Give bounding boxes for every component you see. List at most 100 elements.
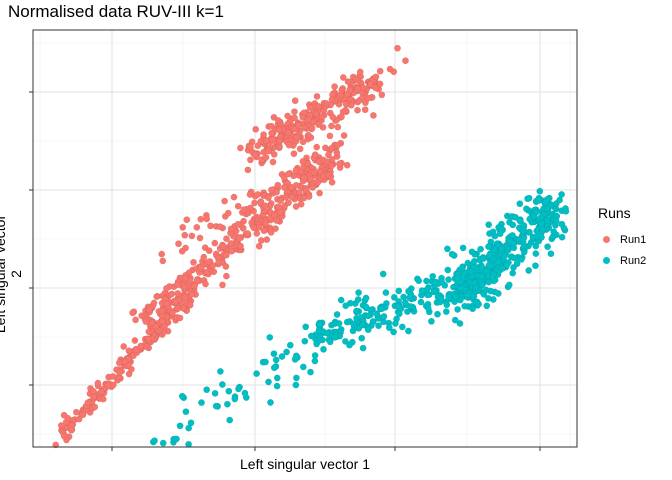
data-point-run2 [509, 231, 516, 239]
data-point-run1 [145, 328, 153, 336]
data-point-run1 [347, 101, 355, 109]
data-point-run1 [376, 67, 384, 75]
data-point-run2 [404, 327, 412, 335]
data-point-run2 [442, 308, 450, 315]
data-point-run1 [327, 162, 335, 170]
data-point-run1 [274, 117, 282, 124]
data-point-run2 [453, 274, 461, 281]
data-point-run2 [505, 281, 513, 289]
data-point-run2 [434, 293, 442, 301]
legend-label-run2: Run2 [620, 254, 647, 267]
data-point-run1 [240, 206, 248, 214]
data-point-run2 [292, 381, 300, 389]
data-point-run1 [168, 309, 176, 317]
data-point-run2 [424, 304, 432, 312]
data-point-run2 [558, 233, 566, 241]
data-point-run1 [219, 281, 226, 289]
data-point-run2 [337, 296, 345, 304]
data-point-run1 [174, 289, 182, 297]
data-point-run2 [291, 355, 299, 363]
data-point-run2 [375, 322, 382, 330]
data-point-run1 [339, 74, 347, 81]
data-point-run2 [418, 287, 426, 294]
data-point-run2 [358, 334, 366, 342]
data-point-run1 [193, 277, 201, 285]
data-point-run2 [478, 281, 486, 289]
data-point-run2 [182, 408, 190, 416]
legend-item-run1: Run1 [598, 229, 646, 250]
data-point-run1 [222, 251, 230, 259]
data-point-run2 [307, 332, 315, 340]
data-point-run2 [301, 337, 309, 345]
data-point-run2 [211, 389, 219, 397]
data-point-run1 [285, 199, 292, 207]
series-run1 [52, 44, 409, 449]
data-point-run2 [385, 324, 393, 332]
data-point-run2 [343, 318, 351, 326]
data-point-run1 [285, 141, 293, 149]
data-point-run2 [335, 320, 343, 327]
data-point-run2 [283, 348, 290, 356]
legend-key-run1 [598, 231, 615, 248]
data-point-run1 [315, 102, 322, 110]
data-point-run1 [109, 372, 117, 380]
data-point-run1 [131, 337, 139, 344]
data-point-run1 [284, 129, 292, 137]
data-point-run1 [338, 87, 346, 95]
data-point-run2 [475, 300, 482, 308]
data-point-run1 [344, 78, 352, 86]
data-point-run1 [97, 388, 105, 396]
data-point-run1 [183, 216, 191, 224]
data-point-run1 [120, 343, 128, 350]
data-point-run1 [291, 114, 298, 122]
data-point-run2 [253, 370, 261, 377]
data-point-run1 [67, 426, 75, 434]
data-point-run1 [386, 65, 394, 73]
data-point-run1 [290, 150, 298, 158]
data-point-run1 [191, 282, 198, 290]
data-point-run2 [485, 243, 492, 251]
data-point-run1 [299, 158, 307, 165]
data-point-run2 [443, 245, 451, 253]
data-point-run2 [262, 358, 269, 366]
data-point-run1 [394, 44, 401, 52]
data-point-run1 [179, 304, 187, 312]
data-point-run2 [407, 302, 414, 310]
data-point-run1 [262, 137, 270, 145]
data-point-run2 [537, 220, 545, 227]
data-point-run1 [263, 236, 271, 244]
data-point-run1 [277, 197, 284, 204]
data-point-run1 [236, 144, 244, 152]
data-point-run2 [390, 293, 398, 301]
data-point-run1 [361, 106, 369, 114]
data-point-run1 [158, 250, 166, 258]
data-point-run2 [378, 305, 386, 312]
legend-label-run1: Run1 [620, 233, 647, 246]
data-point-run2 [373, 310, 381, 318]
data-point-run2 [427, 317, 435, 325]
data-point-run1 [181, 294, 189, 302]
data-point-run1 [260, 227, 268, 235]
data-point-run2 [509, 221, 517, 229]
data-point-run1 [251, 199, 258, 207]
data-point-run2 [477, 245, 484, 253]
data-point-run1 [197, 215, 205, 223]
data-point-run1 [72, 408, 80, 416]
data-point-run2 [519, 238, 527, 246]
data-point-run2 [542, 199, 550, 207]
data-point-run2 [552, 205, 560, 213]
data-point-run1 [79, 411, 87, 419]
data-point-run1 [187, 290, 195, 298]
data-point-run1 [343, 90, 351, 98]
data-point-run1 [275, 126, 283, 134]
data-point-run2 [536, 187, 544, 195]
data-point-run1 [251, 151, 259, 158]
data-point-run2 [483, 302, 491, 310]
data-point-run2 [364, 326, 372, 334]
data-point-run1 [175, 240, 182, 248]
data-point-run1 [313, 143, 321, 151]
data-point-run2 [216, 367, 224, 375]
data-point-run1 [275, 203, 282, 211]
data-point-run1 [234, 220, 242, 228]
